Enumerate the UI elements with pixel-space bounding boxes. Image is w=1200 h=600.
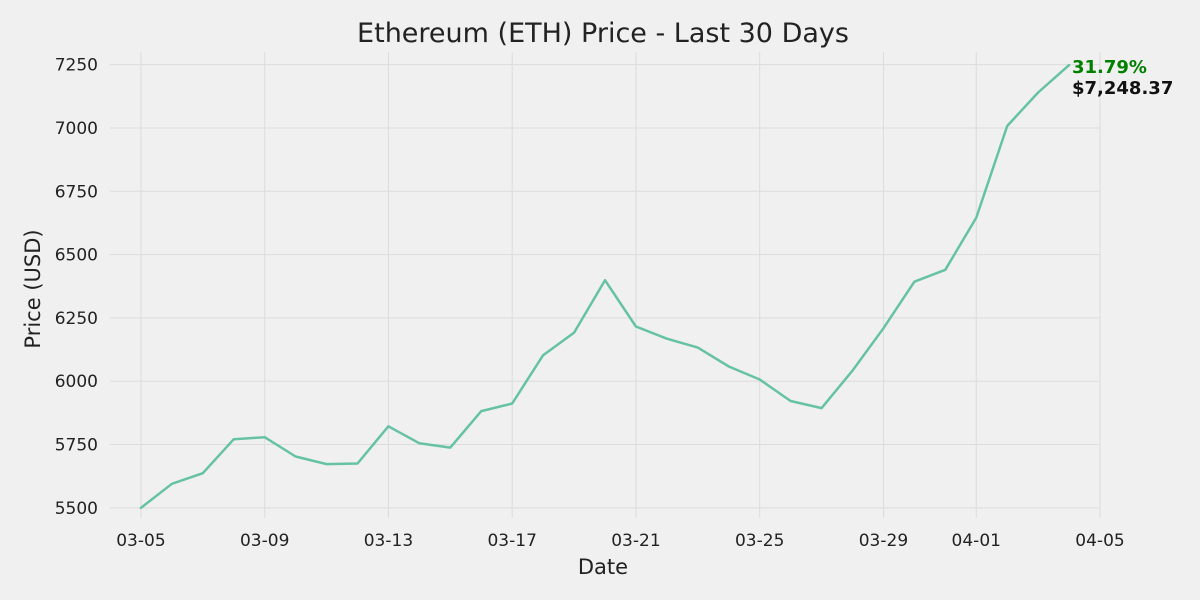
y-tick-labels: 5500 5750 6000 6250 6500 6750 7000 7250 bbox=[55, 56, 98, 519]
y-tick-label: 5500 bbox=[55, 499, 98, 519]
x-tick-label: 03-17 bbox=[487, 531, 536, 551]
last-price-annotation: $7,248.37 bbox=[1072, 78, 1173, 99]
price-change-annotation: 31.79% bbox=[1072, 57, 1147, 78]
x-tick-label: 03-25 bbox=[735, 531, 784, 551]
y-tick-label: 7000 bbox=[55, 119, 98, 139]
y-tick-label: 6000 bbox=[55, 372, 98, 392]
price-line bbox=[139, 63, 1071, 510]
x-tick-label: 04-05 bbox=[1075, 531, 1124, 551]
y-tick-label: 7250 bbox=[55, 56, 98, 76]
y-tick-label: 6500 bbox=[55, 246, 98, 266]
x-tick-label: 03-09 bbox=[240, 531, 289, 551]
x-gridlines bbox=[140, 52, 1101, 518]
y-gridlines bbox=[110, 64, 1100, 509]
y-tick-label: 6250 bbox=[55, 309, 98, 329]
x-tick-label: 04-01 bbox=[952, 531, 1001, 551]
y-tick-label: 6750 bbox=[55, 182, 98, 202]
x-tick-label: 03-13 bbox=[364, 531, 413, 551]
y-tick-label: 5750 bbox=[55, 436, 98, 456]
x-tick-label: 03-21 bbox=[611, 531, 660, 551]
x-tick-label: 03-29 bbox=[859, 531, 908, 551]
x-tick-labels: 03-05 03-09 03-13 03-17 03-21 03-25 03-29 04-01… bbox=[116, 531, 1124, 551]
price-series bbox=[139, 63, 1071, 510]
chart-title: Ethereum (ETH) Price - Last 30 Days bbox=[357, 18, 849, 49]
x-tick-label: 03-05 bbox=[116, 531, 165, 551]
y-axis-label: Price (USD) bbox=[21, 229, 45, 348]
x-axis-label: Date bbox=[578, 555, 628, 579]
